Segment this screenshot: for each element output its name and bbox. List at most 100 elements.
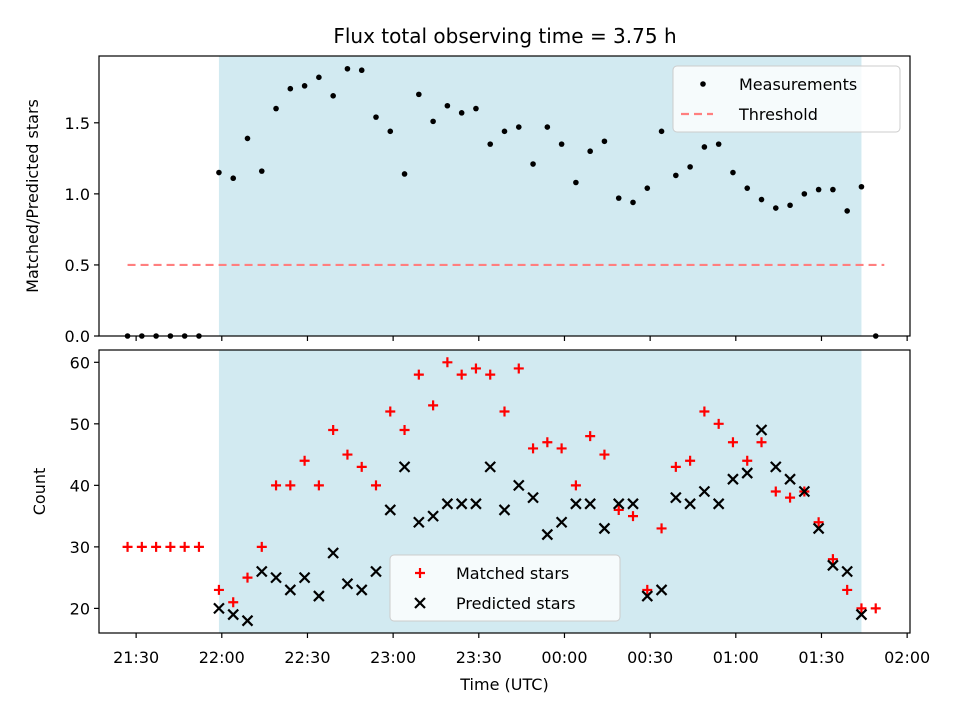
data-point (542, 437, 553, 448)
data-point (301, 83, 308, 89)
data-point (485, 369, 496, 380)
data-point (673, 172, 679, 179)
data-point (844, 208, 850, 214)
data-point (213, 602, 225, 615)
x-tick-label: 01:30 (798, 648, 844, 667)
legend-label: Matched stars (456, 564, 569, 583)
legend: Matched stars Predicted stars (389, 554, 621, 622)
x-tick-label: 02:00 (884, 648, 930, 667)
data-point (373, 114, 379, 120)
data-point (544, 124, 551, 130)
data-point (430, 118, 436, 125)
legend-label: Predicted stars (456, 594, 576, 613)
data-point (642, 584, 653, 595)
data-point (456, 369, 467, 380)
data-point (798, 485, 811, 498)
data-point (216, 169, 222, 176)
series-measurements (124, 65, 879, 339)
data-point (556, 443, 567, 454)
data-point (655, 584, 668, 596)
data-point (641, 590, 654, 602)
data-point (330, 92, 336, 99)
data-point (298, 571, 311, 584)
bottom-panel-counts: 20 30 40 50 60 21:30 22:00 22:30 23:00 23:30 00:00… (30, 349, 930, 694)
data-point (598, 522, 611, 535)
data-point (316, 74, 322, 81)
chart-title: Flux total observing time = 3.75 h (333, 24, 676, 48)
top-panel-ratio: 0.0 0.5 1.0 1.5 Matched/Predicted stars Measu… (23, 55, 911, 346)
data-point (179, 541, 190, 552)
data-point (228, 597, 239, 608)
data-point (442, 357, 453, 368)
data-point (613, 504, 624, 515)
data-point (787, 202, 793, 209)
data-point (230, 175, 237, 182)
data-point (756, 437, 767, 448)
data-point (758, 196, 765, 203)
data-point (398, 461, 411, 473)
data-point (687, 164, 693, 170)
data-point (427, 510, 439, 522)
x-axis-label: Time (UTC) (459, 675, 548, 694)
x-tick-label: 21:30 (113, 648, 159, 667)
legend: Measurements Threshold (672, 65, 901, 133)
y-axis-label: Matched/Predicted stars (23, 99, 42, 293)
x-tick-label: 22:00 (199, 648, 245, 667)
data-point (587, 148, 593, 155)
legend-marker (415, 568, 425, 578)
data-point (470, 363, 481, 374)
data-point (615, 195, 622, 201)
x-tick-label: 01:00 (713, 648, 759, 667)
data-point (342, 449, 353, 460)
y-tick-label: 0.5 (65, 256, 90, 275)
data-point (416, 91, 422, 98)
data-point (299, 455, 310, 466)
data-point (241, 614, 254, 627)
data-point (827, 559, 839, 572)
data-point (384, 504, 397, 516)
data-point (487, 141, 494, 147)
data-point (585, 431, 596, 442)
data-point (413, 369, 424, 380)
data-point (501, 128, 508, 135)
data-point (313, 590, 325, 602)
data-point (385, 406, 396, 417)
data-point (358, 67, 365, 74)
y-tick-label: 50 (70, 415, 90, 434)
data-point (256, 541, 267, 552)
data-point (856, 603, 867, 614)
data-point (541, 528, 554, 541)
y-tick-label: 20 (70, 599, 90, 618)
data-point (584, 498, 596, 510)
data-point (356, 461, 367, 472)
data-point (515, 124, 522, 130)
data-point (727, 473, 739, 485)
data-point (772, 205, 779, 211)
legend-label: Threshold (738, 105, 818, 124)
data-point (815, 186, 822, 193)
data-point (513, 479, 525, 492)
data-point (715, 141, 722, 147)
series-matched-stars (122, 357, 881, 614)
data-point (813, 517, 824, 528)
data-point (570, 498, 582, 510)
data-point (313, 480, 324, 491)
data-point (458, 110, 465, 116)
data-point (370, 480, 381, 491)
data-point (785, 492, 796, 503)
data-point (630, 199, 636, 206)
data-point (712, 498, 725, 510)
data-point (573, 179, 579, 186)
x-tick-label: 22:30 (284, 648, 330, 667)
data-point (599, 449, 610, 460)
data-point (742, 455, 753, 466)
data-point (470, 498, 482, 510)
data-point (841, 565, 853, 578)
data-point (530, 161, 536, 167)
data-point (413, 516, 425, 529)
data-point (601, 138, 608, 145)
data-point (627, 498, 639, 510)
data-point (193, 541, 204, 552)
x-tick-label: 00:00 (541, 648, 587, 667)
data-point (855, 608, 868, 621)
